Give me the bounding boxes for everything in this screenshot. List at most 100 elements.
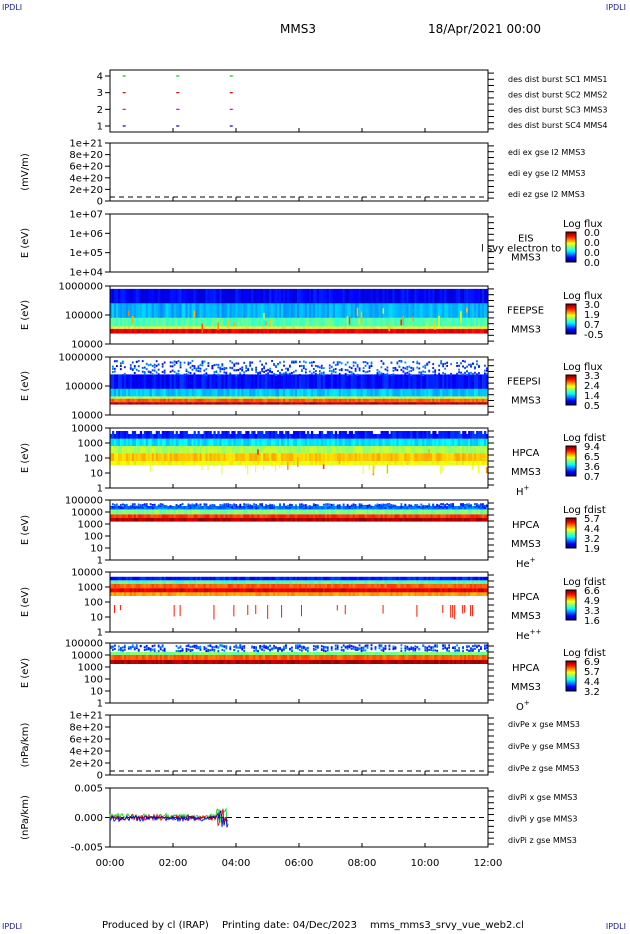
y-tick-label: 10000 [71,568,103,579]
spacecraft-label: MMS3 [511,324,541,335]
colorbar-tick-label: 9.4 [584,442,600,453]
colorbar-tick-label: 3.2 [584,687,600,698]
colorbar-tick-label: -0.5 [584,330,604,341]
y-axis-label: E (eV) [20,228,31,258]
x-tick-label: 10:00 [411,858,440,869]
colorbar-tick-label: 1.9 [584,544,600,555]
colorbar-tick-label: 1.9 [584,310,600,321]
spacecraft-title: MMS3 [280,22,316,36]
y-tick-label: 4 [97,72,103,83]
y-tick-label: 10000 [71,411,103,422]
y-axis-label: E (eV) [20,443,31,473]
y-axis-label: E (eV) [20,300,31,330]
species-label: O+ [516,699,530,713]
y-tick-label: 1e+05 [69,248,103,259]
colorbar-frame [565,445,577,477]
colorbar-title: Log flux [563,219,603,230]
colorbar-title: Log fdist [563,577,606,588]
legend-entry: edi ez gse l2 MMS3 [508,190,585,199]
colorbar-tick-label: 2.4 [584,381,600,392]
date-title: 18/Apr/2021 00:00 [428,22,542,36]
y-tick-label: -0.005 [71,843,103,854]
series-line [109,808,229,828]
y-tick-label: 1e+04 [69,268,103,279]
colorbar-frame [565,517,577,549]
spacecraft-label: MMS3 [511,467,541,478]
panel-feepse: 1000000 100000 10000 E (eV) FEEPSE MMS3 Log fl… [20,282,604,351]
spacecraft-label: MMS3 [511,252,541,263]
colorbar-frame [565,303,577,335]
y-tick-label: 4e+20 [69,173,103,184]
panel-frame [109,142,489,202]
y-tick-label: 100000 [65,311,103,322]
y-axis-label: E (eV) [20,515,31,545]
x-tick-label: 02:00 [159,858,188,869]
colorbar-title: Log flux [563,291,603,302]
instrument-label: HPCA [512,520,540,531]
corner-tag-bottom-right: IPDLI [605,922,626,931]
y-axis-label: (mV/m) [20,153,31,191]
species-charge: + [524,484,530,492]
colorbar-tick-label: 0.5 [584,401,600,412]
panel-des_dist: 4 3 2 1 des dist burst SC1 MMS1 des dist burs… [97,69,607,133]
y-tick-label: 1000 [78,583,103,594]
y-tick-label: 1 [97,484,103,495]
y-tick-label: 10 [90,687,103,698]
footer-script-name: mms_mms3_srvy_vue_web2.cl [370,920,524,931]
y-tick-label: 2e+20 [69,185,103,196]
colorbar-tick-label: 3.2 [584,534,600,545]
panel-hpca_h: 10000 1000 100 10 1 E (eV) HPCA MMS3 H+ Log fdist… [20,424,606,499]
y-tick-label: 1 [97,556,103,567]
x-tick-label: 04:00 [222,858,251,869]
colorbar-frame [565,374,577,406]
corner-tag-top-left: IPDLI [2,3,23,12]
y-tick-label: 6e+20 [69,735,103,746]
panel-hpca_he2: 10000 1000 100 10 1 E (eV) HPCA MMS3 He++ Log fdi… [20,568,606,643]
legend-entry: edi ey gse l2 MMS3 [508,169,586,178]
colorbar-frame [565,589,577,621]
y-tick-label: 8e+20 [69,723,103,734]
colorbar-tick-label: 0.7 [584,320,600,331]
instrument-label: HPCA [512,663,540,674]
legend-entry: des dist burst SC3 MMS3 [508,106,607,115]
panel-frame [109,69,489,133]
y-tick-label: 1e+21 [69,139,103,150]
colorbar-tick-label: 6.6 [584,586,600,597]
legend-entry: divPe x gse MMS3 [508,720,580,729]
colorbar-title: Log fdist [563,433,606,444]
colorbar-tick-label: 6.9 [584,657,600,668]
y-tick-label: 1e+06 [69,229,103,240]
species-charge: + [524,699,530,707]
y-tick-label: 1000 [78,663,103,674]
colorbar-tick-label: 6.5 [584,452,600,463]
panel-feepsi: 1000000 100000 10000 E (eV) FEEPSI MMS3 Log fl… [20,353,603,422]
footer-produced-by: Produced by cl (IRAP) [102,920,209,931]
instrument-label: FEEPSI [507,376,541,387]
y-tick-label: 100 [84,598,103,609]
x-tick-label: 00:00 [96,858,125,869]
colorbar-tick-label: 3.3 [584,371,600,382]
y-tick-label: 0 [97,771,103,782]
panel-divpi: 0.005 0.000 -0.005 (nPa/km) divPi x gse MMS3… [20,784,577,854]
corner-tag-top-right: IPDLI [605,3,626,12]
legend-entry: divPi z gse MMS3 [508,836,577,845]
y-axis-label: E (eV) [20,587,31,617]
y-tick-label: 1 [97,699,103,710]
y-tick-label: 100 [84,532,103,543]
instrument-label: HPCA [512,592,540,603]
y-tick-label: 1000000 [58,353,103,364]
legend-entry: divPe y gse MMS3 [508,742,580,751]
spacecraft-label: MMS3 [511,682,541,693]
colorbar-title: Log fdist [563,648,606,659]
overlay-label: l svy electron to [481,244,561,255]
spacecraft-label: MMS3 [511,611,541,622]
species-label: He++ [516,628,542,642]
y-tick-label: 1000 [78,520,103,531]
y-axis-label: (nPa/km) [20,723,31,768]
colorbar-tick-label: 0.0 [584,258,600,269]
y-tick-label: 10000 [71,508,103,519]
